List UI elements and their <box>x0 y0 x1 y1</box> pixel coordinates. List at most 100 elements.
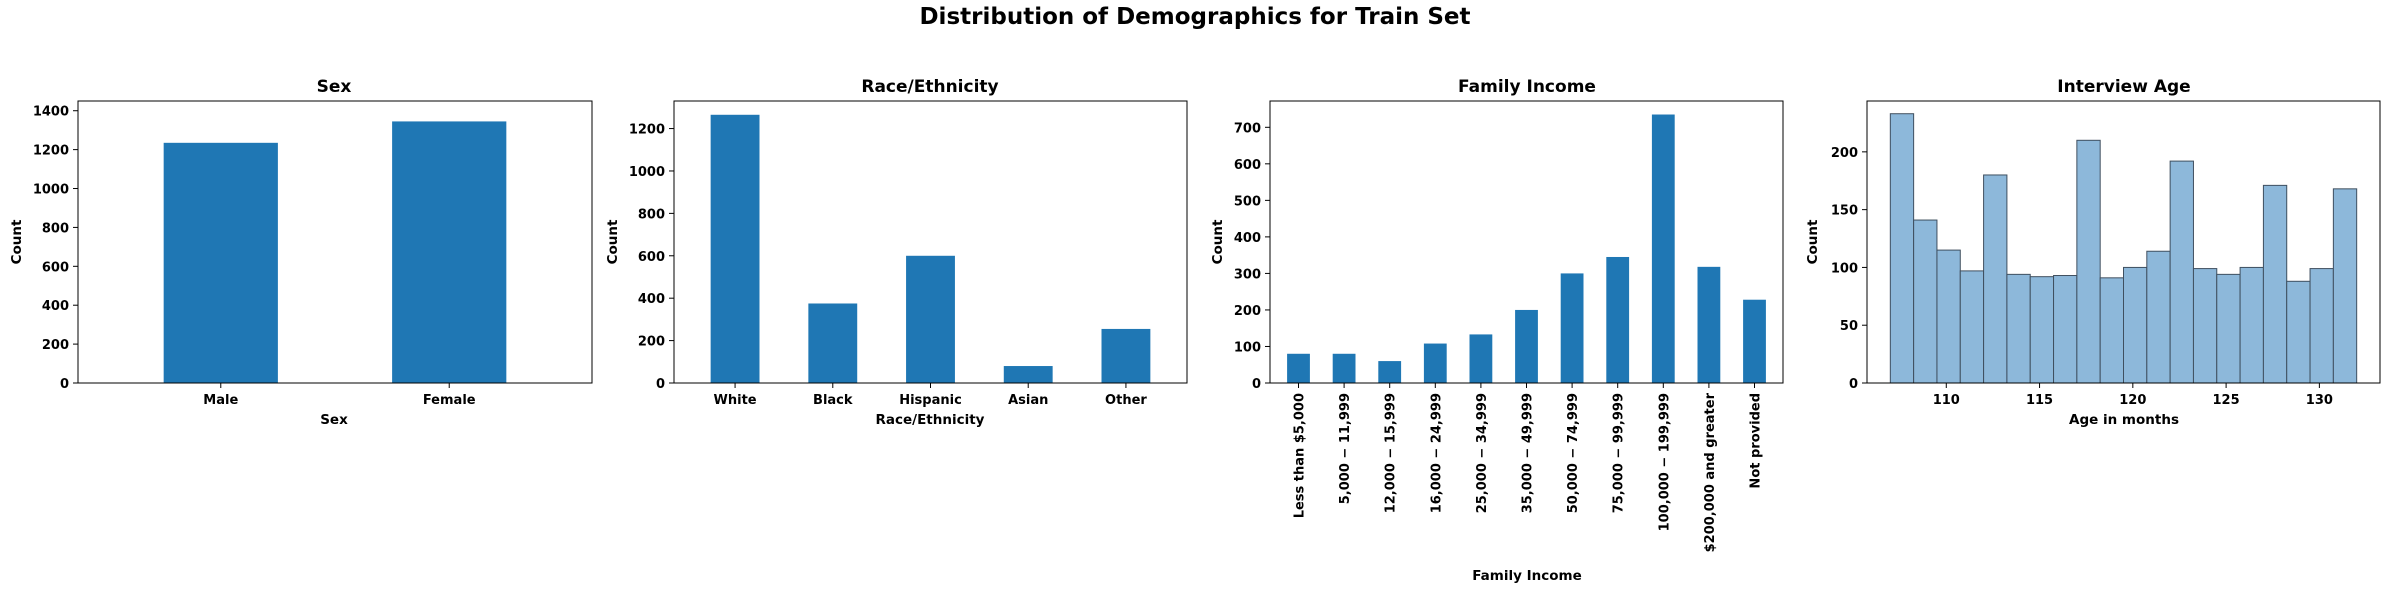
age-histogram-bar <box>2239 266 2264 384</box>
income-bar <box>1469 334 1493 383</box>
age-histogram-bar <box>2286 280 2311 384</box>
income-y-tick-label: 100 <box>1234 340 1261 355</box>
age-chart-title: Interview Age <box>2057 77 2190 97</box>
income-x-tick-label: 100,000 − 199,999 <box>1657 393 1672 531</box>
income-y-axis-label: Count <box>1210 219 1226 264</box>
age-x-tick-label: 120 <box>2119 393 2146 408</box>
age-x-tick-label: 110 <box>1933 393 1960 408</box>
age-histogram-bar <box>1936 249 1961 384</box>
income-x-axis-label: Family Income <box>1472 568 1582 584</box>
age-histogram-bar <box>2262 184 2288 384</box>
age-histogram-bar <box>2332 188 2358 384</box>
income-bar <box>1287 353 1310 383</box>
income-x-tick-label: 50,000 − 74,999 <box>1566 393 1581 513</box>
age-histogram-bar <box>2146 250 2171 384</box>
income-bar <box>1332 353 1356 383</box>
sex-x-tick-label: Male <box>203 393 238 408</box>
race-y-tick-label: 1000 <box>629 165 665 180</box>
income-y-tick-label: 0 <box>1252 377 1261 392</box>
income-x-tick-label: Not provided <box>1749 393 1764 489</box>
income-y-tick-label: 400 <box>1234 231 1261 246</box>
age-x-tick-label: 125 <box>2213 393 2240 408</box>
income-bar <box>1697 266 1721 383</box>
sex-x-tick-label: Female <box>423 393 476 408</box>
income-x-tick-label: 16,000 − 24,999 <box>1429 393 1444 513</box>
age-histogram-bar <box>1983 174 2008 384</box>
race-bar <box>906 255 955 383</box>
sex-bar <box>392 121 507 384</box>
income-y-tick-label: 500 <box>1234 194 1261 209</box>
age-y-axis-label: Count <box>1805 219 1821 264</box>
income-y-tick-label: 200 <box>1234 304 1261 319</box>
sex-y-axis-label: Count <box>9 219 25 264</box>
race-y-tick-label: 200 <box>638 335 665 350</box>
income-x-tick-label: Less than $5,000 <box>1293 393 1308 518</box>
race-y-tick-label: 600 <box>638 250 665 265</box>
income-y-tick-label: 300 <box>1234 267 1261 282</box>
income-bar <box>1560 273 1584 383</box>
race-y-tick-label: 400 <box>638 292 665 307</box>
age-y-tick-label: 200 <box>1831 146 1858 161</box>
age-y-tick-label: 0 <box>1849 377 1858 392</box>
age-histogram-bar <box>2192 268 2218 384</box>
income-x-tick-label: 35,000 − 49,999 <box>1521 393 1536 513</box>
age-histogram-bar <box>2216 273 2241 384</box>
sex-y-tick-label: 200 <box>42 338 69 353</box>
race-bar <box>710 114 760 383</box>
sex-y-tick-label: 800 <box>42 221 69 236</box>
income-bar <box>1378 361 1402 383</box>
income-y-tick-label: 600 <box>1234 158 1261 173</box>
race-x-tick-label: Other <box>1105 393 1147 408</box>
income-bar <box>1515 309 1538 383</box>
age-x-axis-label: Age in months <box>2069 412 2179 428</box>
income-x-tick-label: $200,000 and greater <box>1703 392 1718 552</box>
race-y-tick-label: 1200 <box>629 123 665 138</box>
race-axes-frame <box>673 100 1188 384</box>
age-y-tick-label: 50 <box>1840 319 1858 334</box>
sex-y-tick-label: 1400 <box>33 105 69 120</box>
age-histogram-bar <box>2006 273 2031 384</box>
income-x-tick-label: 12,000 − 15,999 <box>1384 393 1399 513</box>
age-histogram-bar <box>2029 276 2055 384</box>
income-bar <box>1423 343 1447 383</box>
income-bar <box>1743 299 1766 383</box>
age-histogram-bar <box>1913 219 1938 384</box>
age-histogram-bar <box>2309 268 2334 384</box>
race-x-tick-label: Asian <box>1008 393 1048 408</box>
age-y-tick-label: 100 <box>1831 261 1858 276</box>
age-x-tick-label: 130 <box>2306 393 2333 408</box>
sex-chart-title: Sex <box>317 77 352 97</box>
race-x-axis-label: Race/Ethnicity <box>875 412 984 428</box>
income-x-tick-label: 5,000 − 11,999 <box>1338 393 1353 504</box>
race-bar <box>1101 328 1151 383</box>
sex-y-tick-label: 1200 <box>33 144 69 159</box>
income-bar <box>1651 114 1675 384</box>
race-x-tick-label: White <box>714 393 757 408</box>
age-histogram-bar <box>2076 139 2101 384</box>
race-bar <box>1003 366 1053 383</box>
sex-x-axis-label: Sex <box>320 412 348 428</box>
race-y-tick-label: 800 <box>638 207 665 222</box>
age-x-tick-label: 115 <box>2026 393 2053 408</box>
age-histogram-bar <box>2099 277 2125 384</box>
age-histogram-bar <box>2123 266 2148 384</box>
age-histogram-bar <box>1889 113 1915 384</box>
income-y-tick-label: 700 <box>1234 121 1261 136</box>
income-x-tick-label: 25,000 − 34,999 <box>1475 393 1490 513</box>
race-y-axis-label: Count <box>605 219 621 264</box>
income-axes-frame <box>1269 100 1784 384</box>
sex-y-tick-label: 1000 <box>33 183 69 198</box>
sex-y-tick-label: 0 <box>60 377 69 392</box>
age-y-tick-label: 150 <box>1831 204 1858 219</box>
race-chart-title: Race/Ethnicity <box>861 77 998 97</box>
sex-y-tick-label: 600 <box>42 260 69 275</box>
income-x-tick-label: 75,000 − 99,999 <box>1612 393 1627 513</box>
figure-title: Distribution of Demographics for Train S… <box>919 4 1471 30</box>
age-histogram-bar <box>2053 275 2078 384</box>
age-axes-frame <box>1866 100 2381 384</box>
age-histogram-bar <box>2169 160 2194 384</box>
sex-bar <box>163 142 278 383</box>
